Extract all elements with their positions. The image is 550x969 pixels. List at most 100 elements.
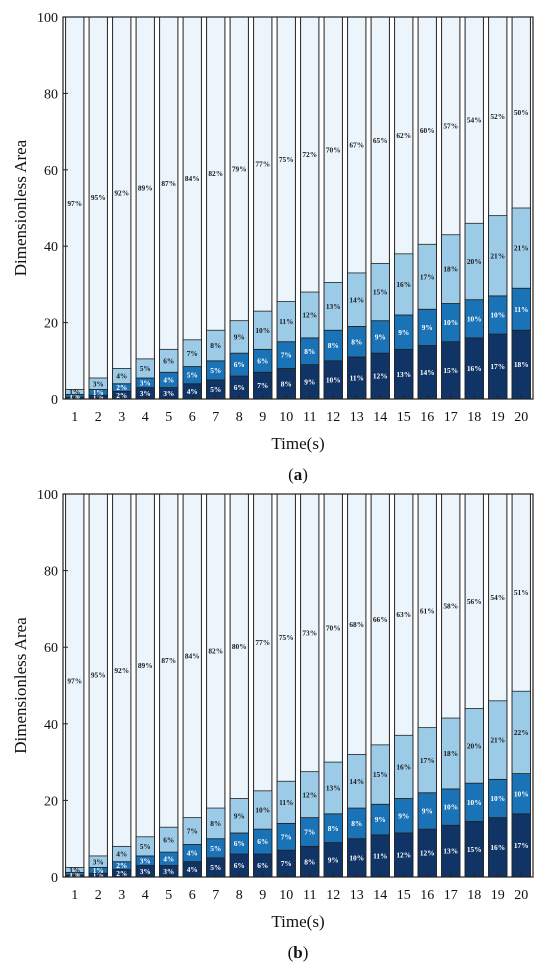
data-label: 4% (187, 387, 198, 396)
data-label: 7% (281, 859, 292, 868)
data-label: 87% (161, 656, 176, 665)
data-label: 8% (351, 819, 362, 828)
x-tick-label: 17 (444, 410, 458, 425)
data-label: 7% (187, 349, 198, 358)
y-axis-title: Dimensionless Area (11, 139, 30, 276)
x-tick-label: 7 (212, 410, 219, 425)
x-tick-label: 14 (373, 888, 387, 903)
data-label: 20% (467, 257, 482, 266)
x-tick-label: 13 (350, 888, 364, 903)
data-label: 13% (396, 370, 411, 379)
data-label: 13% (443, 847, 458, 856)
data-label: 6% (163, 356, 174, 365)
bar-segment-3 (300, 291, 320, 339)
x-tick-label: 3 (118, 888, 125, 903)
x-tick-label: 13 (350, 410, 364, 425)
data-label: 1% (69, 866, 80, 875)
x-tick-label: 19 (491, 410, 505, 425)
data-label: 15% (373, 288, 388, 297)
data-label: 82% (208, 169, 223, 178)
x-tick-label: 20 (514, 888, 528, 903)
data-label: 80% (232, 642, 247, 651)
bar-segment-3 (300, 771, 320, 819)
data-label: 5% (140, 364, 151, 373)
x-tick-label: 12 (326, 410, 340, 425)
bar-segment-3 (112, 845, 132, 863)
data-label: 3% (140, 856, 151, 865)
data-label: 4% (187, 865, 198, 874)
data-label: 7% (281, 351, 292, 360)
data-label: 12% (373, 372, 388, 381)
bar-segment-3 (511, 207, 531, 289)
x-tick-label: 15 (397, 888, 411, 903)
data-label: 15% (467, 845, 482, 854)
data-label: 95% (91, 671, 106, 680)
data-label: 16% (467, 364, 482, 373)
data-label: 9% (422, 807, 433, 816)
data-label: 17% (514, 841, 529, 850)
data-label: 3% (163, 389, 174, 398)
x-tick-label: 2 (95, 888, 102, 903)
y-tick-label: 20 (44, 794, 58, 809)
bar-segment-4 (88, 16, 108, 400)
data-label: 5% (210, 844, 221, 853)
data-label: 84% (185, 174, 200, 183)
y-tick-label: 60 (44, 641, 58, 656)
data-label: 9% (234, 811, 245, 820)
data-label: 5% (210, 366, 221, 375)
data-label: 12% (420, 849, 435, 858)
bar-segment-4 (88, 493, 108, 878)
bar-segment-4 (65, 493, 85, 878)
bar-segment-4 (112, 493, 132, 878)
x-tick-label: 5 (165, 888, 172, 903)
data-label: 67% (349, 141, 364, 150)
x-tick-label: 8 (236, 410, 243, 425)
data-label: 10% (467, 314, 482, 323)
bar-segment-3 (159, 348, 179, 373)
data-label: 11% (279, 798, 293, 807)
x-tick-label: 12 (326, 888, 340, 903)
x-tick-label: 14 (373, 410, 387, 425)
data-label: 54% (467, 116, 482, 125)
data-label: 1% (93, 866, 104, 875)
y-tick-label: 100 (37, 488, 58, 503)
data-label: 16% (490, 843, 505, 852)
bar-segment-3 (370, 262, 390, 322)
bar-segment-3 (276, 780, 296, 824)
bar-segment-4 (159, 16, 179, 400)
bar-segment-3 (229, 798, 249, 834)
data-label: 82% (208, 647, 223, 656)
data-label: 3% (163, 867, 174, 876)
bar-segment-3 (253, 790, 273, 830)
bar-segment-3 (88, 377, 108, 390)
x-tick-label: 15 (397, 410, 411, 425)
y-axis-title: Dimensionless Area (11, 617, 30, 754)
data-label: 15% (443, 366, 458, 375)
plot-frame (62, 16, 534, 400)
data-label: 62% (396, 131, 411, 140)
data-label: 10% (255, 806, 270, 815)
data-label: 8% (328, 341, 339, 350)
x-tick-label: 11 (303, 888, 316, 903)
bar-segment-3 (441, 234, 461, 304)
data-label: 1% (69, 388, 80, 397)
data-label: 1% (93, 388, 104, 397)
data-label: 87% (161, 179, 176, 188)
data-label: 9% (234, 333, 245, 342)
data-label: 10% (490, 311, 505, 320)
data-label: 7% (257, 381, 268, 390)
panel-label: (a) (288, 465, 308, 484)
data-label: 75% (279, 155, 294, 164)
data-label: 8% (281, 379, 292, 388)
data-label: 7% (187, 827, 198, 836)
data-label: 10% (255, 326, 270, 335)
bar-segment-3 (323, 282, 343, 331)
x-tick-label: 5 (165, 410, 172, 425)
x-axis-title: Time(s) (271, 912, 324, 931)
x-tick-label: 1 (71, 888, 78, 903)
data-label: 4% (163, 854, 174, 863)
y-tick-label: 0 (51, 871, 58, 886)
data-label: 9% (328, 855, 339, 864)
data-label: 61% (420, 606, 435, 615)
